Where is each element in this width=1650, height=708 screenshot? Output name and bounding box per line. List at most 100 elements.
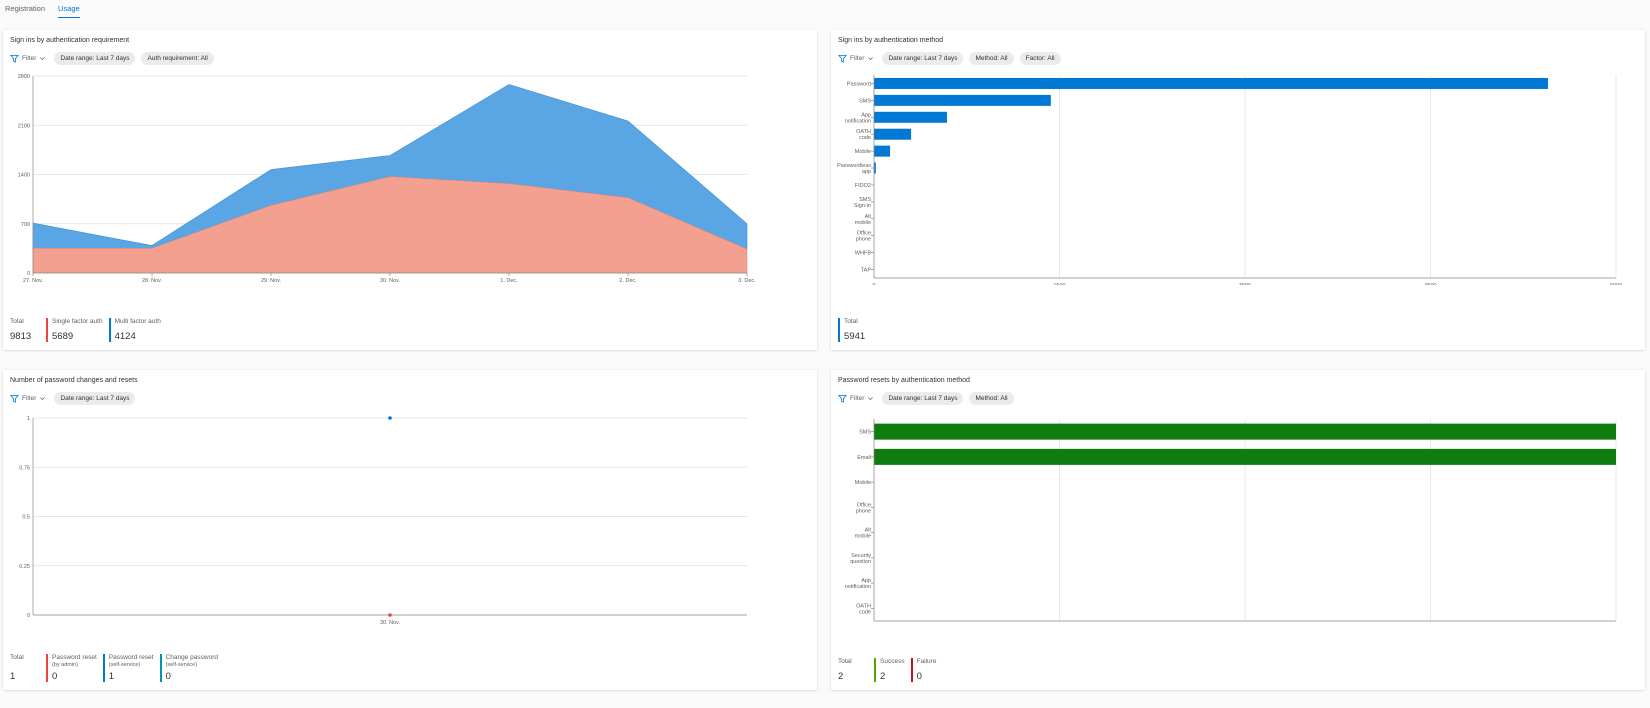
stat-reset-self: Password reset (self-service) 1 xyxy=(102,654,154,682)
bar xyxy=(874,94,1051,106)
summary: Total 2 Success 2 Failure 0 xyxy=(838,658,941,682)
summary: Total 5941 xyxy=(838,318,868,342)
stat-value: 2 xyxy=(838,671,844,682)
password-resets-bar-chart: 00.250.50.751SMSEmailMobileOfficephoneAl… xyxy=(845,419,1617,622)
sign-ins-by-requirement-card: Sign ins by authentication requirement F… xyxy=(3,30,817,350)
date-range-pill[interactable]: Date range: Last 7 days xyxy=(882,391,964,405)
stat-value: 1 xyxy=(10,671,16,682)
bar xyxy=(874,423,1616,440)
filter-button[interactable]: Filter xyxy=(838,54,876,63)
chevron-down-icon xyxy=(40,396,46,400)
stat-success: Success 2 xyxy=(874,658,905,682)
y-tick-label: 700 xyxy=(21,222,30,228)
stat-multi-factor: Multi factor auth 4124 xyxy=(108,318,161,342)
category-label: Security question xyxy=(850,553,871,565)
stat-label: Total xyxy=(844,318,858,325)
stat-value: 9813 xyxy=(10,331,32,342)
summary: Total 9813 Single factor auth 5689 Multi… xyxy=(10,318,161,342)
card-title: Sign ins by authentication method xyxy=(838,37,944,44)
stat-value: 4124 xyxy=(114,331,136,342)
x-tick-label: 28. Nov. xyxy=(142,278,163,284)
filter-label: Filter xyxy=(850,394,865,402)
x-tick-label: 2. Dec. xyxy=(619,278,637,284)
x-tick-label: 30. Nov. xyxy=(380,278,401,284)
y-tick-label: 0.25 xyxy=(19,564,30,570)
stat-single-factor: Single factor auth 5689 xyxy=(46,318,103,342)
chevron-down-icon xyxy=(868,56,874,60)
data-point xyxy=(388,613,392,617)
tab-usage[interactable]: Usage xyxy=(58,4,80,18)
stat-label: Password reset xyxy=(108,654,154,661)
factor-pill[interactable]: Factor: All xyxy=(1019,51,1061,65)
y-tick-label: 0.5 xyxy=(22,515,30,521)
auth-requirement-pill[interactable]: Auth requirement: All xyxy=(141,51,214,65)
category-label: SMS Sign-in xyxy=(854,197,871,209)
category-label: OATH code xyxy=(856,129,871,141)
stat-label: Total xyxy=(838,658,852,665)
tab-registration[interactable]: Registration xyxy=(5,4,46,13)
card-title: Password resets by authentication method xyxy=(838,377,970,384)
stat-value: 5941 xyxy=(844,331,866,342)
summary: Total 1 Password reset (by admin) 0 Pass… xyxy=(10,654,218,682)
data-point xyxy=(388,416,392,420)
stat-label: Total xyxy=(10,654,24,661)
category-label: Mobile xyxy=(855,480,871,486)
bar xyxy=(874,77,1548,89)
y-tick-label: 1 xyxy=(27,416,30,422)
password-resets-method-card: Password resets by authentication method… xyxy=(831,370,1645,690)
x-tick-label: 3. Dec. xyxy=(738,278,756,284)
sign-ins-method-bar-chart: 0 1500 3000 4500 6000 Password SMS Appnotificat… xyxy=(837,75,1622,285)
y-tick-label: 0.75 xyxy=(19,465,30,471)
stat-total: Total 5941 xyxy=(838,318,868,342)
filter-bar: Filter Date range: Last 7 days xyxy=(10,391,136,405)
y-tick-label: 1400 xyxy=(18,173,30,179)
stat-total: Total 2 xyxy=(838,658,868,682)
funnel-icon xyxy=(838,54,847,63)
bar xyxy=(874,162,876,174)
category-label: Alt mobile xyxy=(855,528,872,540)
category-label: Alt mobile xyxy=(855,214,872,226)
x-tick-label: 27. Nov. xyxy=(23,278,44,284)
filter-button[interactable]: Filter xyxy=(10,54,48,63)
x-tick-label: 4500 xyxy=(1424,283,1436,285)
sign-ins-area-chart: 0 700 1400 2100 2800 27. Nov. 28. Nov. 29. Nov.… xyxy=(18,74,756,284)
stat-sub: (self-service) xyxy=(165,662,198,668)
y-tick-label: 2800 xyxy=(18,74,30,80)
category-label: WHFB xyxy=(855,251,872,257)
filter-button[interactable]: Filter xyxy=(10,394,48,403)
y-tick-label: 2100 xyxy=(18,123,30,129)
method-pill[interactable]: Method: All xyxy=(969,51,1014,65)
stat-label: Password reset xyxy=(52,654,97,661)
filter-label: Filter xyxy=(850,54,865,62)
stat-value: 0 xyxy=(165,671,171,682)
category-label: App notification xyxy=(845,578,871,590)
card-title: Sign ins by authentication requirement xyxy=(10,37,130,44)
method-pill[interactable]: Method: All xyxy=(969,391,1014,405)
date-range-pill[interactable]: Date range: Last 7 days xyxy=(54,391,136,405)
category-label: SMS xyxy=(859,98,871,104)
category-label: Email xyxy=(857,455,871,461)
stat-label: Multi factor auth xyxy=(114,318,161,325)
stat-label: Change password xyxy=(165,654,218,661)
x-tick-label: 3000 xyxy=(1239,283,1251,285)
stat-sub: (self-service) xyxy=(108,662,141,668)
date-range-pill[interactable]: Date range: Last 7 days xyxy=(882,51,964,65)
x-tick-label: 1500 xyxy=(1053,283,1065,285)
sign-ins-by-method-card: Sign ins by authentication method Filter… xyxy=(831,30,1645,350)
stat-value: 0 xyxy=(52,671,58,682)
chevron-down-icon xyxy=(868,396,874,400)
x-tick-label: 0 xyxy=(872,283,875,285)
stat-total: Total 9813 xyxy=(10,318,40,342)
stat-label: Single factor auth xyxy=(52,318,103,325)
bar xyxy=(874,111,947,123)
tab-bar: Registration Usage xyxy=(5,4,80,18)
y-tick-label: 0 xyxy=(27,613,30,619)
category-label: App notification xyxy=(845,112,871,124)
category-label: Office phone xyxy=(856,502,871,514)
category-label: Office phone xyxy=(856,231,871,243)
bar xyxy=(874,145,891,157)
date-range-pill[interactable]: Date range: Last 7 days xyxy=(54,51,136,65)
filter-button[interactable]: Filter xyxy=(838,394,876,403)
stat-value: 1 xyxy=(108,671,115,682)
category-label: FIDO2 xyxy=(855,183,871,189)
